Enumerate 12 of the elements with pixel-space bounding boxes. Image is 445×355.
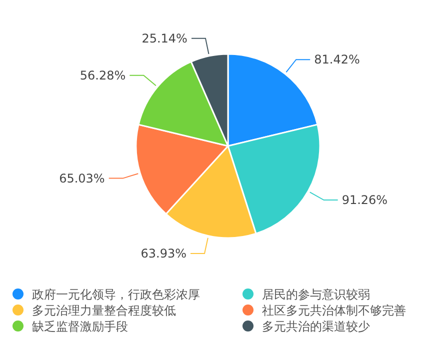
data-label: 63.93%	[140, 246, 187, 260]
data-label: 91.26%	[342, 193, 388, 207]
legend-label: 缺乏监督激励手段	[32, 320, 128, 334]
data-label: 25.14%	[142, 31, 188, 46]
legend-label: 多元共治的渠道较少	[262, 320, 370, 334]
legend-label: 多元治理力量整合程度较低	[32, 304, 176, 318]
data-label: 81.42%	[314, 52, 360, 67]
legend-label: 居民的参与意识较弱	[262, 288, 370, 302]
data-label: 56.28%	[80, 68, 126, 82]
legend-label: 社区多元共治体制不够完善	[262, 304, 406, 318]
data-label: 65.03%	[59, 171, 105, 186]
legend-label: 政府一元化领导，行政色彩浓厚	[32, 288, 200, 302]
